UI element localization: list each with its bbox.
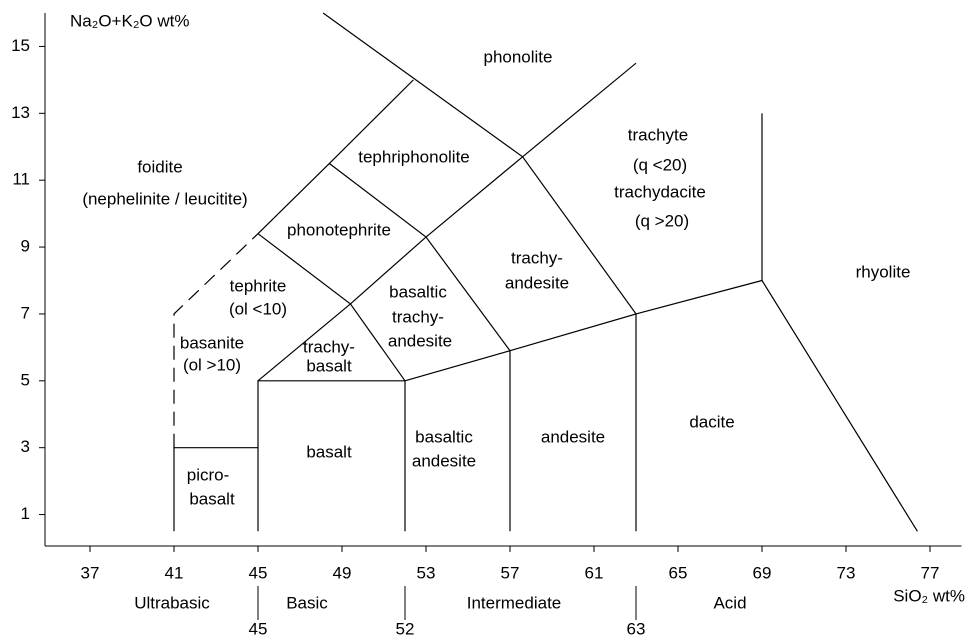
field-label: andesite: [505, 273, 569, 292]
class-label: Acid: [713, 593, 746, 612]
field-boundary: [404, 279, 918, 532]
field-label: (ol <10): [229, 299, 287, 318]
field-label: trachy-: [303, 337, 355, 356]
y-tick-label: 11: [12, 170, 30, 189]
class-boundary-label: 63: [627, 619, 646, 636]
field-boundary: [173, 233, 259, 448]
field-label: basalt: [306, 356, 352, 375]
field-label: basaltic: [415, 427, 473, 446]
y-tick-label: 7: [21, 303, 30, 322]
field-label: (q >20): [635, 211, 689, 230]
y-tick-label: 9: [21, 237, 30, 256]
field-label: basalt: [306, 442, 352, 461]
field-label: picro-: [187, 465, 230, 484]
field-label: basaltic: [389, 282, 447, 301]
field-label: trachydacite: [614, 182, 706, 201]
class-label: Basic: [286, 593, 328, 612]
x-tick-label: 73: [837, 563, 856, 582]
field-label: trachy-: [511, 248, 563, 267]
field-label: basalt: [189, 489, 235, 508]
x-tick-label: 53: [417, 563, 436, 582]
x-tick-label: 61: [585, 563, 604, 582]
field-label: phonotephrite: [287, 220, 391, 239]
field-label: andesite: [412, 451, 476, 470]
class-label: Intermediate: [467, 593, 562, 612]
x-axis-label: SiO₂ wt%: [893, 586, 965, 605]
field-label: basanite: [180, 333, 244, 352]
x-tick-label: 69: [753, 563, 772, 582]
field-label: andesite: [541, 427, 605, 446]
y-tick-label: 5: [21, 370, 30, 389]
x-tick-label: 45: [249, 563, 268, 582]
field-label: foidite: [137, 157, 182, 176]
field-boundary: [257, 233, 406, 382]
y-tick-label: 1: [21, 504, 30, 523]
field-label: (nephelinite / leucitite): [82, 189, 247, 208]
field-boundary: [173, 447, 258, 532]
x-tick-label: 41: [165, 563, 184, 582]
class-boundary-label: 45: [249, 619, 268, 636]
x-tick-label: 49: [333, 563, 352, 582]
field-boundary: [322, 12, 637, 315]
field-boundary: [329, 162, 511, 352]
x-tick-label: 65: [669, 563, 688, 582]
y-tick-label: 13: [11, 103, 30, 122]
field-label: tephriphonolite: [358, 147, 470, 166]
field-label: (ol >10): [183, 355, 241, 374]
field-label: phonolite: [483, 47, 552, 66]
y-tick-label: 15: [11, 36, 30, 55]
x-tick-label: 77: [921, 563, 940, 582]
field-label: tephrite: [230, 276, 287, 295]
y-tick-label: 3: [21, 437, 30, 456]
field-label: (q <20): [633, 155, 687, 174]
class-boundary-label: 52: [396, 619, 415, 636]
field-label: rhyolite: [856, 262, 911, 281]
field-label: trachyte: [628, 125, 688, 144]
y-axis-label: Na₂O+K₂O wt%: [70, 11, 189, 30]
x-tick-label: 57: [501, 563, 520, 582]
field-label: trachy-: [392, 307, 444, 326]
class-label: Ultrabasic: [134, 593, 210, 612]
x-tick-label: 37: [81, 563, 100, 582]
field-label: dacite: [689, 412, 734, 431]
field-boundary: [257, 380, 406, 532]
field-label: andesite: [388, 331, 452, 350]
